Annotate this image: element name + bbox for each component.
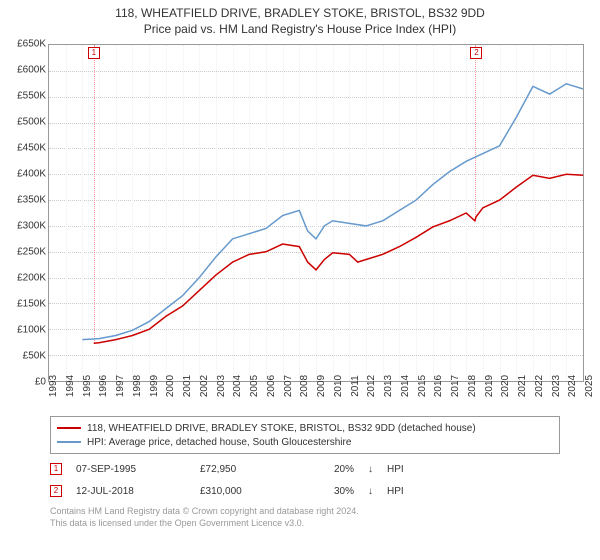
y-tick-label: £450K: [10, 143, 46, 154]
chart-marker-icon: 1: [88, 47, 100, 59]
y-tick-label: £350K: [10, 195, 46, 206]
footer-text: Contains HM Land Registry data © Crown c…: [50, 506, 590, 529]
event-vs: HPI: [387, 464, 404, 475]
x-tick-label: 2025: [584, 375, 600, 397]
event-marker-icon: 2: [50, 485, 62, 497]
legend: 118, WHEATFIELD DRIVE, BRADLEY STOKE, BR…: [50, 416, 560, 454]
chart-lines: [49, 45, 583, 381]
events-table: 1 07-SEP-1995 £72,950 20% ↓ HPI 2 12-JUL…: [50, 458, 590, 502]
event-price: £310,000: [200, 486, 300, 497]
y-tick-label: £600K: [10, 65, 46, 76]
chart-area: £0 £50K £100K £150K £200K £250K £300K £350K £400…: [10, 40, 590, 410]
legend-item: 118, WHEATFIELD DRIVE, BRADLEY STOKE, BR…: [57, 421, 553, 435]
y-tick-label: £100K: [10, 325, 46, 336]
chart-container: 118, WHEATFIELD DRIVE, BRADLEY STOKE, BR…: [0, 0, 600, 560]
arrow-down-icon: ↓: [368, 486, 373, 497]
y-tick-label: £250K: [10, 247, 46, 258]
event-row: 1 07-SEP-1995 £72,950 20% ↓ HPI: [50, 458, 590, 480]
y-tick-label: £50K: [10, 351, 46, 362]
y-tick-label: £300K: [10, 221, 46, 232]
series-line: [82, 84, 583, 340]
event-price: £72,950: [200, 464, 300, 475]
event-vs: HPI: [387, 486, 404, 497]
chart-marker-icon: 2: [470, 47, 482, 59]
event-pct: 30%: [314, 486, 354, 497]
footer-line: Contains HM Land Registry data © Crown c…: [50, 506, 590, 518]
legend-item: HPI: Average price, detached house, Sout…: [57, 435, 553, 449]
title-block: 118, WHEATFIELD DRIVE, BRADLEY STOKE, BR…: [10, 6, 590, 36]
event-row: 2 12-JUL-2018 £310,000 30% ↓ HPI: [50, 480, 590, 502]
series-line: [94, 174, 583, 343]
y-tick-label: £550K: [10, 91, 46, 102]
legend-swatch: [57, 427, 81, 429]
event-marker-icon: 1: [50, 463, 62, 475]
y-tick-label: £200K: [10, 273, 46, 284]
y-tick-label: £650K: [10, 39, 46, 50]
chart-subtitle: Price paid vs. HM Land Registry's House …: [10, 22, 590, 36]
event-pct: 20%: [314, 464, 354, 475]
y-tick-label: £400K: [10, 169, 46, 180]
legend-label: 118, WHEATFIELD DRIVE, BRADLEY STOKE, BR…: [87, 423, 476, 434]
y-tick-label: £150K: [10, 299, 46, 310]
plot-area: 12: [48, 44, 584, 382]
event-date: 12-JUL-2018: [76, 486, 186, 497]
chart-title: 118, WHEATFIELD DRIVE, BRADLEY STOKE, BR…: [10, 6, 590, 20]
y-tick-label: £500K: [10, 117, 46, 128]
event-date: 07-SEP-1995: [76, 464, 186, 475]
footer-line: This data is licensed under the Open Gov…: [50, 518, 590, 530]
legend-swatch: [57, 441, 81, 443]
y-tick-label: £0: [10, 377, 46, 388]
arrow-down-icon: ↓: [368, 464, 373, 475]
legend-label: HPI: Average price, detached house, Sout…: [87, 437, 351, 448]
